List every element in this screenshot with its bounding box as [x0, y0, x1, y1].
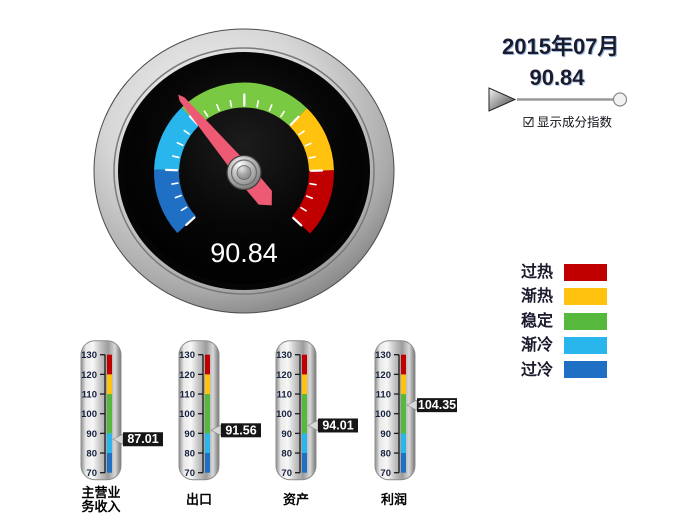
svg-text:120: 120 [179, 370, 195, 381]
svg-text:130: 130 [81, 350, 97, 361]
svg-text:80: 80 [184, 449, 195, 460]
svg-text:90: 90 [380, 429, 391, 440]
svg-text:资产: 资产 [283, 492, 309, 507]
svg-text:90: 90 [86, 429, 97, 440]
svg-text:120: 120 [81, 370, 97, 381]
svg-text:务收入: 务收入 [81, 499, 120, 514]
svg-text:87.01: 87.01 [127, 432, 158, 446]
svg-text:120: 120 [276, 370, 292, 381]
svg-text:130: 130 [179, 350, 195, 361]
svg-text:100: 100 [276, 409, 292, 420]
svg-text:80: 80 [380, 449, 391, 460]
svg-text:主营业: 主营业 [81, 485, 120, 500]
svg-text:利润: 利润 [381, 492, 407, 507]
svg-text:80: 80 [281, 449, 292, 460]
svg-text:出口: 出口 [186, 492, 212, 507]
svg-text:100: 100 [81, 409, 97, 420]
svg-text:110: 110 [376, 390, 391, 401]
svg-text:130: 130 [375, 350, 391, 361]
svg-text:70: 70 [184, 468, 195, 479]
svg-text:91.56: 91.56 [225, 423, 256, 437]
svg-text:104.35: 104.35 [418, 398, 456, 412]
svg-text:100: 100 [375, 409, 391, 420]
svg-text:90: 90 [184, 429, 195, 440]
svg-text:110: 110 [277, 390, 292, 401]
svg-text:70: 70 [86, 468, 97, 479]
svg-text:100: 100 [179, 409, 195, 420]
svg-text:110: 110 [180, 390, 195, 401]
svg-text:90: 90 [281, 429, 292, 440]
svg-text:110: 110 [82, 390, 97, 401]
svg-text:70: 70 [380, 468, 391, 479]
svg-text:94.01: 94.01 [322, 418, 353, 432]
svg-text:130: 130 [276, 350, 292, 361]
svg-text:80: 80 [86, 449, 97, 460]
svg-text:120: 120 [375, 370, 391, 381]
svg-text:70: 70 [281, 468, 292, 479]
